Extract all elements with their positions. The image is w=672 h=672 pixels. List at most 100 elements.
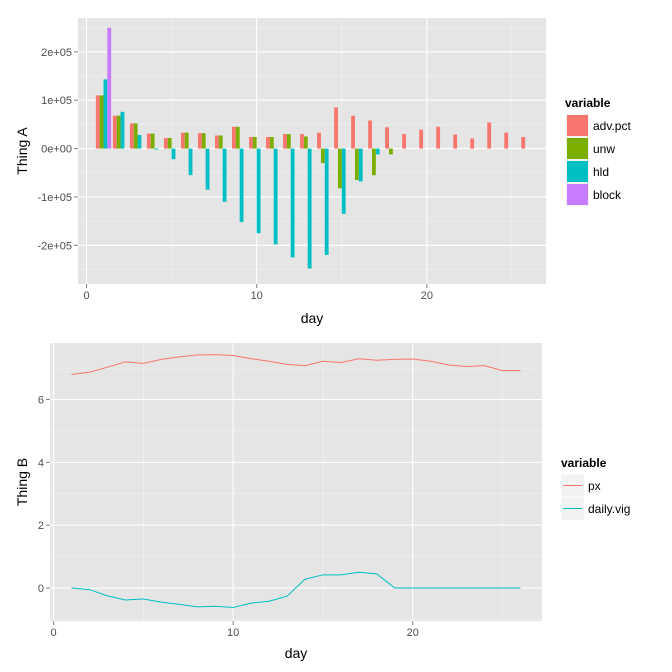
bar-hld [171,148,176,160]
legend-title-a: variable [565,96,611,110]
y-tick-label: -1e+05 [37,192,72,204]
bar-adv-pct [453,134,458,149]
bar-hld [222,148,227,202]
plot-panel-a [78,18,546,284]
legend-b: variable px daily.vig [560,456,630,521]
y-tick-label: 6 [38,395,44,407]
bar-adv-pct [95,95,100,149]
bar-adv-pct [351,115,355,149]
bar-adv-pct [334,107,338,149]
bar-hld [324,148,329,255]
legend-label: hld [593,165,609,179]
bar-adv-pct [214,135,219,149]
bar-hld [205,148,210,190]
x-tick-label: 10 [227,627,239,639]
line-px [71,354,521,375]
bar-adv-pct [112,115,117,149]
bar-adv-pct [197,133,202,149]
y-axis-title-b: Thing B [14,458,30,506]
bar-unw [303,136,308,149]
bar-adv-pct [283,134,287,149]
legend-key-adv-pct [567,115,588,136]
line-chart-thing-b: 0 2 4 6 0 10 20 day Thing B variable px daily.… [14,343,630,661]
y-tick-label: 4 [38,457,44,469]
legend-label: unw [593,142,615,156]
gridlines-a [78,18,546,284]
legend-key-hld [567,161,588,182]
x-tick-labels-a: 0 10 20 [83,284,433,302]
x-axis-title-a: day [301,310,324,326]
bar-unw [184,132,189,149]
bars-a [95,27,526,269]
bar-unw [337,148,342,189]
bar-unw [201,133,206,149]
bar-hld [120,111,125,149]
bar-unw [269,136,274,149]
x-tick-label: 0 [83,290,89,302]
bar-adv-pct [180,132,185,149]
bar-adv-pct [249,136,253,149]
bar-unw [286,134,291,149]
bar-hld [137,135,142,149]
legend-label: adv.pct [593,119,631,133]
y-tick-label: 0e+00 [41,144,72,156]
bar-adv-pct [266,136,270,149]
bar-adv-pct [402,134,407,149]
lines-b [71,354,521,608]
y-tick-label: -2e+05 [37,240,72,252]
line-daily-vig [71,571,521,608]
bar-hld [307,148,312,269]
plot-panel-b [50,343,542,621]
bar-adv-pct [385,127,390,149]
bar-adv-pct [368,120,372,149]
bar-unw [235,126,240,149]
bar-adv-pct [163,137,168,149]
bar-unw [389,148,393,155]
y-tick-labels-b: 0 2 4 6 [38,395,50,595]
bar-adv-pct [419,129,424,149]
legend-label: px [588,479,601,493]
legend-key-block [567,184,588,205]
bar-unw [167,137,172,149]
bar-hld [375,148,380,155]
legend-key-unw [567,138,588,159]
bar-hld [290,148,295,258]
bar-adv-pct [487,122,492,149]
bar-block [107,27,112,149]
y-tick-label: 2 [38,520,44,532]
bar-adv-pct [146,133,151,149]
bar-hld [103,79,108,149]
bar-unw [252,136,257,149]
bar-hld [273,148,278,245]
bar-hld [256,148,261,234]
bar-chart-thing-a: -2e+05 -1e+05 0e+00 1e+05 2e+05 0 10 20 day Th… [14,18,631,326]
legend-label: daily.vig [588,502,630,516]
bar-hld [188,148,193,176]
y-tick-label: 0 [38,583,44,595]
x-axis-title-b: day [285,645,308,661]
y-tick-labels-a: -2e+05 -1e+05 0e+00 1e+05 2e+05 [37,47,78,252]
y-tick-label: 2e+05 [41,47,72,59]
bar-hld [358,148,363,182]
bar-adv-pct [504,132,509,149]
bar-adv-pct [521,136,526,149]
bar-unw [320,148,325,164]
bar-unw [116,115,121,149]
y-axis-title-a: Thing A [14,127,30,175]
bar-hld [154,148,159,150]
x-tick-label: 20 [421,290,433,302]
bar-adv-pct [300,134,304,149]
bar-adv-pct [232,126,236,149]
bar-hld [341,148,346,214]
legend-label: block [593,188,622,202]
x-tick-label: 0 [51,627,57,639]
bar-adv-pct [317,132,321,149]
bar-unw [354,148,359,181]
bar-unw [218,135,223,149]
x-tick-label: 20 [407,627,419,639]
bar-unw [133,123,138,149]
x-tick-label: 10 [251,290,263,302]
bar-unw [99,95,104,149]
bar-adv-pct [470,138,475,149]
